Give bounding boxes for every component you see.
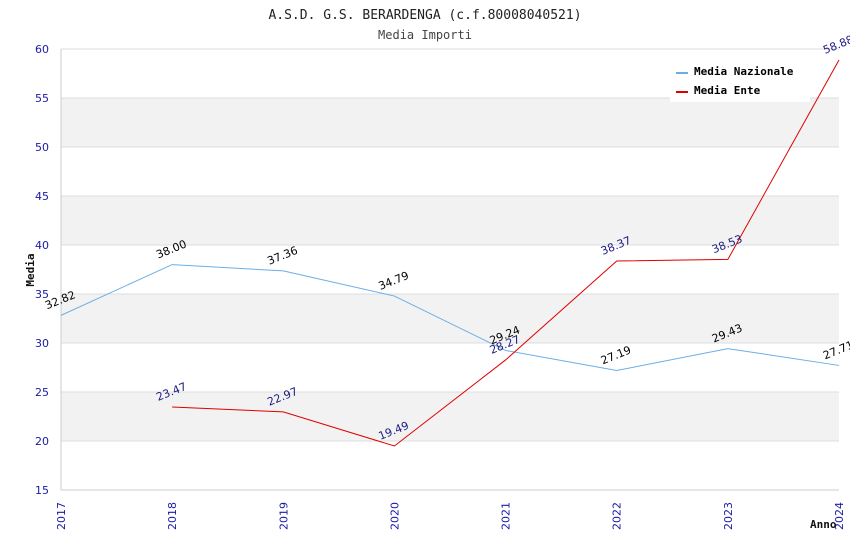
y-tick-label: 35: [35, 288, 49, 301]
x-tick-label: 2019: [277, 502, 290, 530]
y-tick-label: 50: [35, 141, 49, 154]
legend-label: Media Nazionale: [694, 65, 794, 78]
y-tick-label: 25: [35, 386, 49, 399]
tick-labels: 15 20 25 30 35 40 45 50 55 60 2017 2018 2019 2020 2021…: [35, 43, 846, 530]
plot-band: [61, 98, 839, 147]
x-tick-label: 2018: [166, 502, 179, 530]
legend-label: Media Ente: [694, 84, 761, 97]
x-tick-label: 2017: [55, 502, 68, 530]
y-tick-label: 40: [35, 239, 49, 252]
plot-band: [61, 245, 839, 294]
x-tick-label: 2024: [833, 502, 846, 530]
plot-background: [61, 49, 839, 490]
series-line-0: [60, 264, 840, 372]
plot-band: [61, 294, 839, 343]
plot-band: [61, 343, 839, 392]
series-lines: [60, 59, 840, 447]
chart-subtitle: Media Importi: [378, 28, 472, 42]
plot-band: [61, 441, 839, 490]
y-tick-label: 55: [35, 92, 49, 105]
legend-background: [670, 58, 810, 102]
y-axis-title: Media: [24, 253, 37, 286]
y-tick-label: 15: [35, 484, 49, 497]
y-tick-label: 20: [35, 435, 49, 448]
y-tick-label: 45: [35, 190, 49, 203]
chart-title: A.S.D. G.S. BERARDENGA (c.f.80008040521): [268, 8, 581, 23]
plot-band: [61, 392, 839, 441]
x-tick-label: 2020: [388, 502, 401, 530]
plot-band: [61, 196, 839, 245]
axes: [60, 49, 839, 491]
legend-entry-media-nazionale: Media Nazionale: [676, 65, 794, 78]
x-axis-title: Anno: [810, 518, 837, 531]
x-tick-label: 2021: [500, 502, 513, 530]
x-tick-label: 2022: [611, 502, 624, 530]
y-tick-label: 60: [35, 43, 49, 56]
legend-entry-media-ente: Media Ente: [676, 84, 761, 97]
legend: Media Nazionale Media Ente: [670, 58, 810, 102]
x-tick-label: 2023: [722, 502, 735, 530]
y-tick-label: 30: [35, 337, 49, 350]
series-line-1: [172, 59, 840, 447]
plot-band: [61, 147, 839, 196]
